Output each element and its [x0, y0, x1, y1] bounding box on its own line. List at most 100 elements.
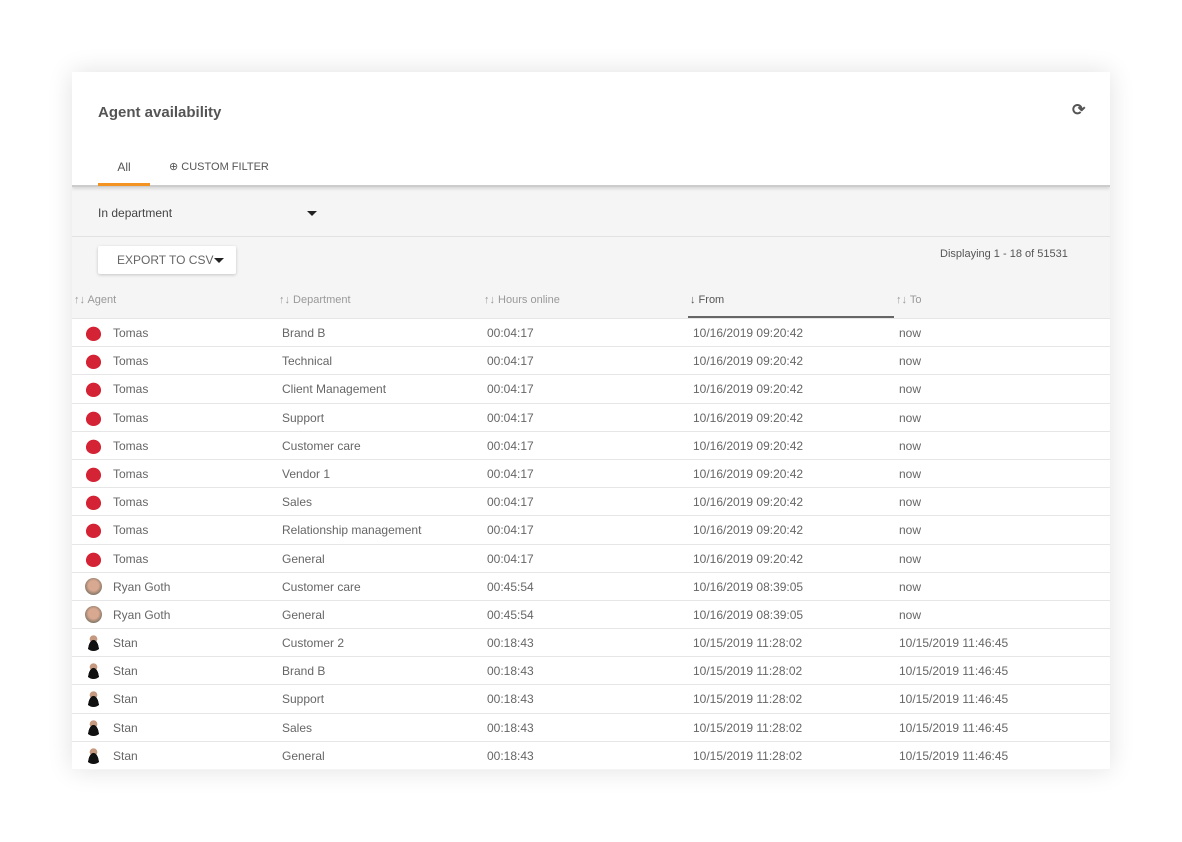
avatar — [85, 746, 102, 764]
page-title: Agent availability — [98, 104, 222, 121]
agent-name: Tomas — [113, 495, 149, 510]
tab-custom-filter[interactable]: ⊕ CUSTOM FILTER — [169, 161, 269, 173]
agent-name: Stan — [113, 692, 138, 707]
agent-name: Stan — [113, 720, 138, 735]
table-body: Tomas Brand B 00:04:17 10/16/2019 09:20:… — [72, 318, 1110, 769]
from-cell: 10/15/2019 11:28:02 — [693, 636, 803, 651]
avatar — [85, 549, 102, 567]
hours-online-cell: 00:04:17 — [487, 326, 534, 340]
avatar — [85, 690, 102, 708]
from-cell: 10/16/2019 09:20:42 — [693, 410, 804, 425]
department-cell: Vendor 1 — [282, 466, 331, 481]
from-cell: 10/15/2019 11:28:02 — [693, 664, 803, 679]
table-row[interactable]: Tomas General 00:04:17 10/16/2019 09:20:… — [72, 543, 1110, 572]
export-csv-button[interactable]: EXPORT TO CSV — [98, 246, 236, 274]
to-cell: 10/15/2019 11:46:45 — [899, 664, 1009, 679]
table-row[interactable]: Tomas Client Management 00:04:17 10/16/2… — [72, 374, 1110, 403]
from-cell: 10/16/2019 09:20:42 — [693, 354, 804, 369]
chevron-down-icon — [307, 211, 317, 216]
department-cell: General — [282, 748, 325, 763]
column-header-to[interactable]: ↑↓ To — [896, 294, 922, 306]
hours-online-cell: 00:04:17 — [487, 495, 534, 510]
table-row[interactable]: Tomas Customer care 00:04:17 10/16/2019 … — [72, 430, 1110, 459]
avatar — [85, 577, 102, 595]
department-cell: Brand B — [282, 326, 326, 340]
hours-online-cell: 00:18:43 — [487, 636, 534, 651]
hours-online-cell: 00:04:17 — [487, 523, 534, 538]
avatar — [85, 436, 102, 454]
department-cell: Relationship management — [282, 523, 422, 538]
from-cell: 10/15/2019 11:28:02 — [693, 748, 803, 763]
hours-online-cell: 00:18:43 — [487, 664, 534, 679]
to-cell: 10/15/2019 11:46:45 — [899, 720, 1009, 735]
hours-online-cell: 00:04:17 — [487, 382, 534, 397]
from-cell: 10/15/2019 11:28:02 — [693, 692, 803, 707]
table-row[interactable]: Stan Sales 00:18:43 10/15/2019 11:28:02 … — [72, 712, 1110, 741]
from-cell: 10/16/2019 09:20:42 — [693, 382, 804, 397]
avatar — [85, 634, 102, 652]
avatar — [85, 493, 102, 511]
department-cell: Brand B — [282, 664, 326, 679]
column-header-hours-online[interactable]: ↑↓ Hours online — [484, 294, 560, 306]
table-row[interactable]: Ryan Goth Customer care 00:45:54 10/16/2… — [72, 571, 1110, 600]
avatar — [85, 464, 102, 482]
hours-online-cell: 00:45:54 — [487, 607, 534, 622]
table-row[interactable]: Ryan Goth General 00:45:54 10/16/2019 08… — [72, 599, 1110, 629]
column-header-from[interactable]: ↓ From — [688, 294, 894, 318]
hours-online-cell: 00:04:17 — [487, 354, 534, 369]
avatar — [85, 662, 102, 680]
agent-name: Ryan Goth — [113, 607, 171, 622]
avatar — [85, 380, 102, 398]
table-row[interactable]: Tomas Sales 00:04:17 10/16/2019 09:20:42… — [72, 487, 1110, 516]
column-header-department[interactable]: ↑↓ Department — [279, 294, 351, 306]
hours-online-cell: 00:18:43 — [487, 748, 534, 763]
to-cell: now — [899, 354, 922, 369]
to-cell: 10/15/2019 11:46:45 — [899, 692, 1009, 707]
from-cell: 10/16/2019 09:20:42 — [693, 466, 804, 481]
refresh-icon[interactable]: ⟳ — [1072, 102, 1086, 119]
table-row[interactable]: Tomas Support 00:04:17 10/16/2019 09:20:… — [72, 402, 1110, 431]
table-row[interactable]: Stan General 00:18:43 10/15/2019 11:28:0… — [72, 740, 1110, 769]
to-cell: now — [899, 326, 922, 340]
hours-online-cell: 00:18:43 — [487, 692, 534, 707]
table-row[interactable]: Stan Support 00:18:43 10/15/2019 11:28:0… — [72, 684, 1110, 713]
export-label: EXPORT TO CSV — [117, 253, 214, 267]
avatar — [85, 718, 102, 736]
table-row[interactable]: Stan Customer 2 00:18:43 10/15/2019 11:2… — [72, 628, 1110, 657]
tab-all[interactable]: All — [98, 160, 150, 186]
hours-online-cell: 00:04:17 — [487, 551, 534, 566]
avatar — [85, 408, 102, 426]
table-row[interactable]: Tomas Brand B 00:04:17 10/16/2019 09:20:… — [72, 318, 1110, 347]
avatar — [85, 605, 102, 623]
hours-online-cell: 00:04:17 — [487, 410, 534, 425]
agent-name: Tomas — [113, 466, 149, 481]
hours-online-cell: 00:04:17 — [487, 466, 534, 481]
table-row[interactable]: Tomas Technical 00:04:17 10/16/2019 09:2… — [72, 346, 1110, 375]
to-cell: 10/15/2019 11:46:45 — [899, 636, 1009, 651]
department-cell: Customer 2 — [282, 636, 345, 651]
from-cell: 10/16/2019 09:20:42 — [693, 438, 804, 453]
agent-name: Tomas — [113, 326, 149, 340]
table-row[interactable]: Tomas Vendor 1 00:04:17 10/16/2019 09:20… — [72, 458, 1110, 488]
agent-name: Tomas — [113, 551, 149, 566]
department-cell: Customer care — [282, 579, 361, 594]
avatar — [85, 324, 102, 341]
avatar — [85, 352, 102, 370]
pagination-status: Displaying 1 - 18 of 51531 — [940, 248, 1068, 260]
department-filter-select[interactable]: In department — [72, 187, 1110, 237]
to-cell: now — [899, 495, 922, 510]
hours-online-cell: 00:18:43 — [487, 720, 534, 735]
filter-label: In department — [98, 206, 173, 220]
to-cell: now — [899, 410, 922, 425]
to-cell: now — [899, 579, 922, 594]
to-cell: now — [899, 607, 922, 622]
department-cell: Client Management — [282, 382, 387, 397]
table-row[interactable]: Tomas Relationship management 00:04:17 1… — [72, 515, 1110, 544]
table-row[interactable]: Stan Brand B 00:18:43 10/15/2019 11:28:0… — [72, 656, 1110, 685]
agent-name: Tomas — [113, 382, 149, 397]
agent-name: Ryan Goth — [113, 579, 171, 594]
hours-online-cell: 00:04:17 — [487, 438, 534, 453]
column-header-agent[interactable]: ↑↓ Agent — [74, 294, 117, 306]
card-header: Agent availability ⟳ All ⊕ CUSTOM FILTER — [72, 72, 1110, 187]
agent-name: Tomas — [113, 523, 149, 538]
